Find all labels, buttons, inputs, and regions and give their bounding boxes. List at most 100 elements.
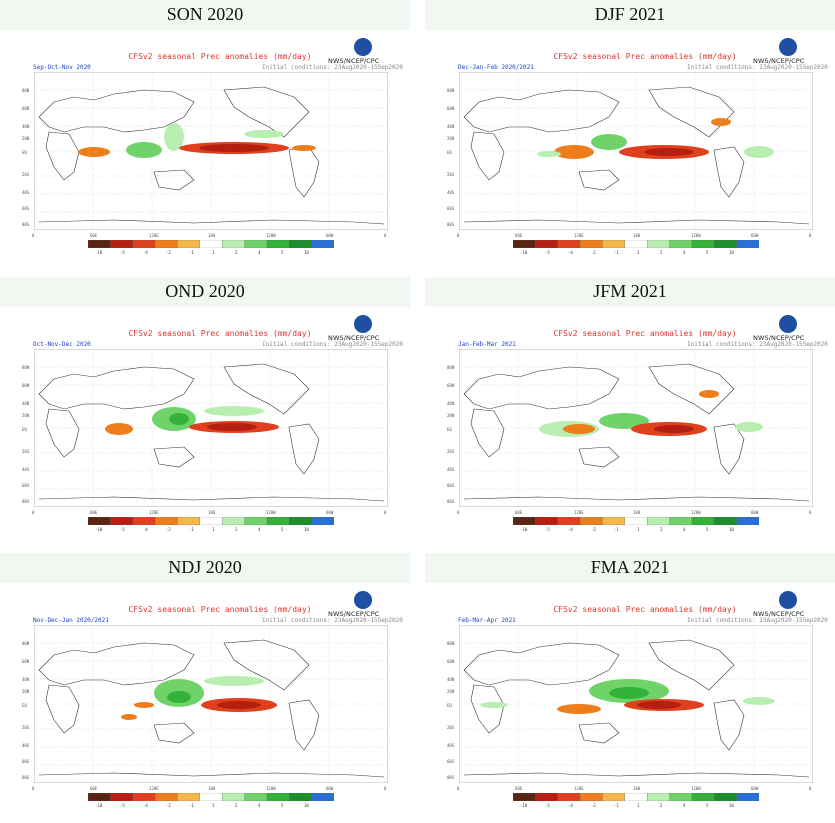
y-tick: 40S	[447, 190, 455, 195]
colorbar-tick: -1	[614, 527, 619, 532]
noaa-logo-icon	[354, 38, 372, 56]
colorbar-tick: 1	[637, 803, 640, 808]
y-tick: 40S	[22, 743, 30, 748]
plot-title: CFSv2 seasonal Prec anomalies (mm/day)	[553, 52, 737, 61]
noaa-logo-icon	[779, 38, 797, 56]
colorbar-tick: -5	[120, 250, 125, 255]
colorbar-segment	[513, 240, 536, 248]
forecast-panel-djf-2021: DJF 2021 CFSv2 seasonal Prec anomalies (…	[425, 0, 835, 270]
y-tick: 80S	[22, 222, 30, 227]
precip-anomaly-map	[459, 625, 813, 783]
colorbar-segment	[132, 517, 156, 525]
colorbar-segment	[177, 240, 201, 248]
y-tick: 60N	[22, 383, 30, 388]
colorbar-tick: -2	[591, 527, 596, 532]
x-tick: 60W	[326, 510, 334, 515]
x-tick: 0	[457, 233, 460, 238]
colorbar-segment	[222, 793, 245, 801]
x-tick: 120E	[149, 233, 159, 238]
y-tick: 40S	[22, 190, 30, 195]
y-tick: 60N	[447, 106, 455, 111]
colorbar-tick: -5	[545, 250, 550, 255]
initial-conditions-label: Initial conditions: 23Aug2020-15Sep2020	[262, 617, 403, 624]
y-tick: 20S	[447, 449, 455, 454]
colorbar-tick: -4	[568, 803, 573, 808]
y-tick: 40S	[447, 743, 455, 748]
colorbar-segment	[736, 240, 759, 248]
plot-title: CFSv2 seasonal Prec anomalies (mm/day)	[553, 329, 737, 338]
colorbar-tick: -10	[520, 803, 528, 808]
y-tick: 60S	[447, 483, 455, 488]
colorbar-segment	[266, 517, 290, 525]
colorbar-segment	[311, 240, 334, 248]
colorbar-segment	[669, 793, 693, 801]
colorbar-tick: 2	[235, 250, 238, 255]
x-tick: 120E	[574, 233, 584, 238]
initial-conditions-label: Initial conditions: 23Aug2020-15Sep2020	[687, 64, 828, 71]
x-tick: 0	[32, 510, 35, 515]
y-tick: 80S	[447, 222, 455, 227]
colorbar-segment	[579, 240, 603, 248]
colorbar-segment	[602, 793, 626, 801]
y-tick: 60N	[22, 659, 30, 664]
panel-title: SON 2020	[166, 4, 244, 24]
colorbar-tick: 4	[258, 803, 261, 808]
y-tick: 40N	[447, 401, 455, 406]
panel-header	[0, 553, 410, 583]
colorbar	[88, 793, 334, 801]
x-tick: 120W	[691, 233, 701, 238]
colorbar-segment	[289, 517, 312, 525]
colorbar-segment	[579, 793, 603, 801]
initial-conditions-label: Initial conditions: 23Aug2020-15Sep2020	[262, 341, 403, 348]
panel-title: OND 2020	[165, 281, 245, 301]
x-tick: 60E	[515, 510, 523, 515]
colorbar-segment	[110, 793, 134, 801]
x-tick: 0	[457, 510, 460, 515]
x-tick: 180	[633, 510, 641, 515]
x-tick: 0	[809, 786, 812, 791]
colorbar-segment	[222, 240, 245, 248]
noaa-logo-icon	[354, 591, 372, 609]
forecast-panel-jfm-2021: JFM 2021 CFSv2 seasonal Prec anomalies (…	[425, 277, 835, 547]
colorbar-segment	[513, 517, 536, 525]
colorbar-segment	[88, 240, 111, 248]
colorbar-segment	[602, 517, 626, 525]
colorbar-segment	[199, 517, 223, 525]
y-tick: 40N	[22, 124, 30, 129]
colorbar-tick: -1	[614, 250, 619, 255]
y-tick: 80N	[447, 365, 455, 370]
colorbar-segment	[177, 793, 201, 801]
colorbar-segment	[199, 240, 223, 248]
colorbar-segment	[669, 517, 693, 525]
colorbar-tick: 5	[706, 250, 709, 255]
colorbar-tick: 5	[706, 803, 709, 808]
colorbar-tick: 4	[683, 803, 686, 808]
y-tick: 40N	[447, 677, 455, 682]
colorbar-segment	[691, 793, 715, 801]
x-tick: 180	[633, 233, 641, 238]
colorbar-segment	[110, 240, 134, 248]
x-tick: 60E	[90, 786, 98, 791]
colorbar-segment	[110, 517, 134, 525]
colorbar-segment	[222, 517, 245, 525]
colorbar	[88, 517, 334, 525]
colorbar-tick: 10	[729, 250, 734, 255]
y-tick: 20N	[22, 413, 30, 418]
colorbar-tick: 4	[258, 250, 261, 255]
colorbar-tick: 5	[281, 527, 284, 532]
y-tick: 60S	[447, 759, 455, 764]
x-tick: 0	[809, 510, 812, 515]
colorbar-tick: -2	[591, 803, 596, 808]
noaa-logo-icon	[779, 591, 797, 609]
x-tick: 120W	[691, 786, 701, 791]
x-tick: 60E	[90, 510, 98, 515]
precip-anomaly-map	[459, 349, 813, 507]
colorbar-tick: -10	[95, 803, 103, 808]
season-label: Sep-Oct-Nov 2020	[33, 64, 91, 71]
x-tick: 60E	[90, 233, 98, 238]
colorbar-segment	[244, 793, 268, 801]
precip-anomaly-map	[34, 72, 388, 230]
colorbar-segment	[736, 793, 759, 801]
colorbar-tick: 10	[729, 527, 734, 532]
colorbar-segment	[266, 793, 290, 801]
